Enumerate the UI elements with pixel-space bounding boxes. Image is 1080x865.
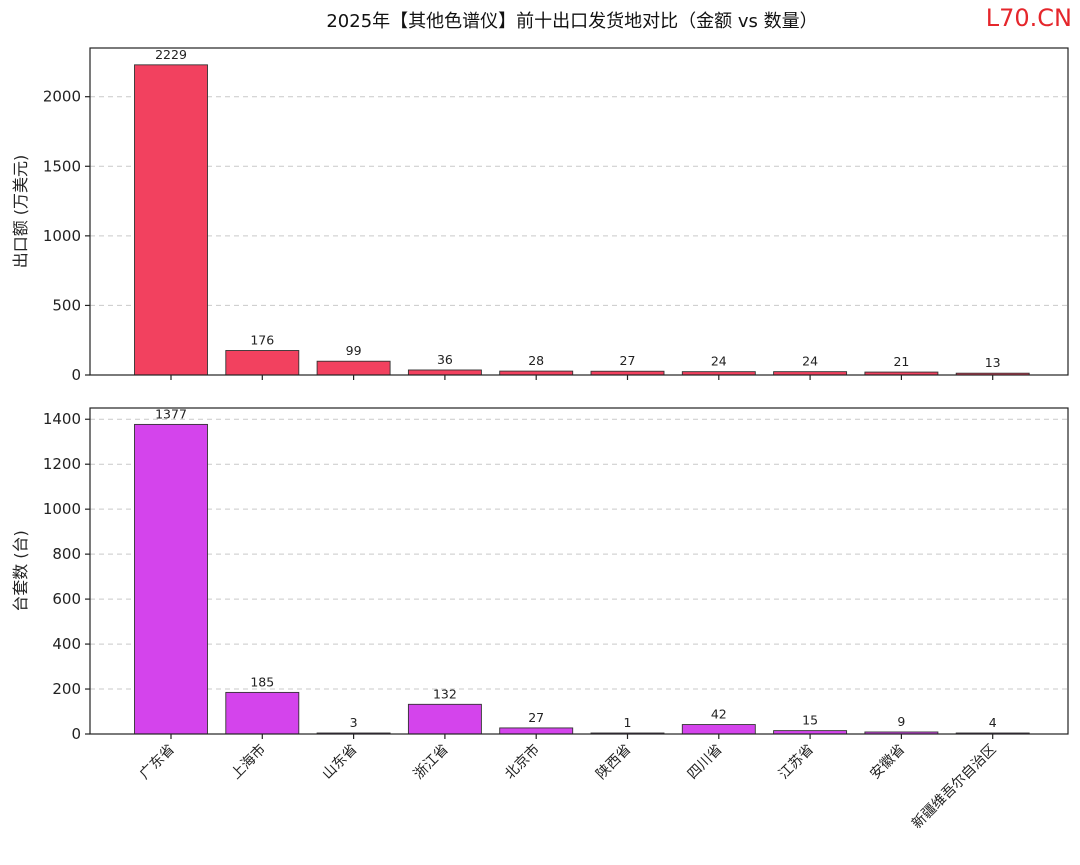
data-label: 36	[437, 352, 453, 367]
data-label: 24	[711, 354, 727, 369]
data-label: 4	[989, 715, 997, 730]
y-tick-label: 1200	[43, 455, 81, 473]
data-label: 42	[711, 707, 727, 722]
data-label: 24	[802, 354, 818, 369]
bar	[407, 703, 482, 735]
x-tick-label: 安徽省	[867, 742, 908, 783]
bar	[134, 423, 208, 735]
data-label: 99	[346, 343, 362, 358]
data-label: 28	[528, 353, 544, 368]
x-tick-label: 北京市	[501, 741, 543, 783]
data-label: 1377	[155, 406, 187, 421]
x-tick-label: 新疆维吾尔自治区	[909, 742, 1000, 833]
brand-watermark: L70.CN	[986, 4, 1072, 32]
y-tick-label: 0	[71, 366, 81, 384]
data-label: 21	[893, 354, 909, 369]
y-tick-label: 400	[52, 635, 81, 653]
data-label: 3	[350, 715, 358, 730]
bar	[134, 64, 208, 376]
y-tick-label: 1400	[43, 410, 81, 428]
bar	[225, 691, 300, 735]
y-tick-label: 500	[52, 296, 81, 314]
chart-panel-2: 0 200 400 600 800 1000 1200 1400 台套数 (台) 1377 广东省 1…	[11, 406, 1069, 833]
y-tick-label: 0	[71, 725, 81, 743]
data-label: 27	[620, 353, 636, 368]
y-axis-label: 台套数 (台)	[11, 530, 30, 612]
plot-frame	[89, 47, 1069, 376]
bar	[316, 360, 391, 376]
y-tick-label: 1500	[43, 157, 81, 175]
data-label: 176	[250, 333, 274, 348]
chart-title: 2025年【其他色谱仪】前十出口发货地对比（金额 vs 数量）	[326, 11, 817, 32]
x-tick-label: 陕西省	[593, 742, 634, 783]
y-tick-label: 600	[52, 590, 81, 608]
x-tick-label: 江苏省	[776, 742, 817, 783]
data-label: 185	[250, 674, 274, 689]
x-tick-label: 山东省	[319, 742, 360, 783]
y-tick-label: 1000	[43, 500, 81, 518]
x-tick-label: 广东省	[137, 742, 178, 783]
data-label: 9	[897, 714, 905, 729]
data-label: 132	[433, 686, 457, 701]
data-label: 2229	[155, 47, 187, 62]
data-label: 15	[802, 713, 818, 728]
x-tick-label: 浙江省	[411, 742, 452, 783]
y-tick-label: 800	[52, 545, 81, 563]
bar	[407, 369, 482, 376]
data-label: 1	[624, 715, 632, 730]
plot-frame	[89, 407, 1069, 735]
bar	[499, 727, 574, 735]
bar	[681, 724, 756, 735]
bar	[225, 350, 300, 376]
y-tick-label: 2000	[43, 88, 81, 106]
data-label: 27	[528, 710, 544, 725]
chart-panel-1: 0 500 1000 1500 2000 出口额 (万美元) 2229 176 99 36 28 27…	[11, 47, 1069, 384]
y-tick-label: 1000	[43, 227, 81, 245]
data-label: 13	[985, 355, 1001, 370]
x-tick-label: 四川省	[685, 742, 726, 783]
x-tick-label: 上海市	[227, 741, 269, 783]
y-axis-label: 出口额 (万美元)	[11, 155, 30, 269]
y-tick-label: 200	[52, 680, 81, 698]
